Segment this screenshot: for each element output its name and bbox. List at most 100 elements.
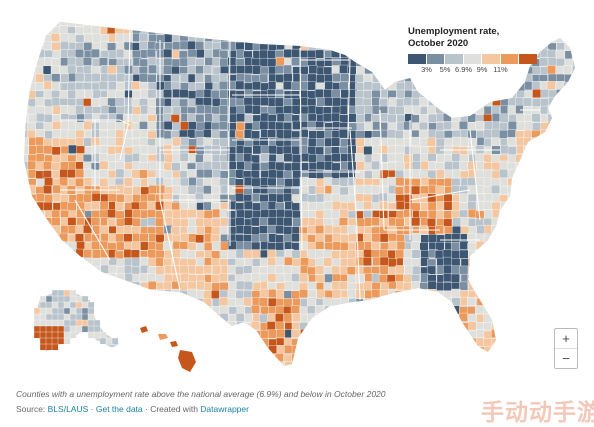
county-cell[interactable] <box>548 290 558 299</box>
county-cell[interactable] <box>292 361 302 371</box>
county-cell[interactable] <box>442 113 452 123</box>
county-cell[interactable] <box>428 89 438 98</box>
county-cell[interactable] <box>203 217 213 227</box>
county-cell[interactable] <box>403 121 413 131</box>
county-cell[interactable] <box>555 89 565 99</box>
county-cell[interactable] <box>411 360 421 370</box>
county-cell[interactable] <box>114 353 124 363</box>
county-cell[interactable] <box>219 33 229 42</box>
county-cell[interactable] <box>387 74 396 84</box>
county-cell[interactable] <box>204 113 214 123</box>
county-cell[interactable] <box>211 218 221 228</box>
county-cell[interactable] <box>340 234 350 244</box>
county-cell[interactable] <box>19 24 28 34</box>
county-cell[interactable] <box>28 18 38 27</box>
county-cell[interactable] <box>187 65 197 75</box>
county-cell[interactable] <box>275 313 284 323</box>
county-cell[interactable] <box>499 337 508 347</box>
county-cell[interactable] <box>20 265 30 275</box>
county-cell[interactable] <box>316 337 326 347</box>
county-cell[interactable] <box>331 330 341 340</box>
county-cell[interactable] <box>91 193 101 202</box>
county-cell[interactable] <box>547 209 557 218</box>
county-cell[interactable] <box>571 168 581 178</box>
county-cell[interactable] <box>554 266 564 275</box>
county-cell[interactable] <box>427 113 437 123</box>
county-cell[interactable] <box>500 145 510 155</box>
county-cell[interactable] <box>420 160 430 170</box>
county-cell[interactable] <box>572 97 582 107</box>
county-cell[interactable] <box>515 258 525 268</box>
county-cell[interactable] <box>59 250 69 260</box>
county-cell[interactable] <box>219 18 229 27</box>
county-cell[interactable] <box>282 122 292 131</box>
county-cell[interactable] <box>468 313 478 323</box>
county-cell[interactable] <box>20 81 29 91</box>
county-cell[interactable] <box>20 313 29 323</box>
county-cell[interactable] <box>242 273 252 283</box>
county-cell[interactable] <box>379 329 389 339</box>
county-cell[interactable] <box>388 321 398 330</box>
county-cell[interactable] <box>242 361 252 371</box>
county-cell[interactable] <box>75 319 83 327</box>
county-cell[interactable] <box>115 322 125 332</box>
county-cell[interactable] <box>339 305 349 315</box>
county-cell[interactable] <box>571 114 581 124</box>
county-cell[interactable] <box>124 362 134 372</box>
county-cell[interactable] <box>147 298 156 308</box>
county-cell[interactable] <box>259 57 269 67</box>
county-cell[interactable] <box>363 336 373 346</box>
county-cell[interactable] <box>339 329 349 338</box>
county-cell[interactable] <box>563 178 573 188</box>
county-cell[interactable] <box>491 338 501 348</box>
county-cell[interactable] <box>300 354 310 364</box>
county-cell[interactable] <box>331 162 341 172</box>
county-cell[interactable] <box>51 241 60 251</box>
county-cell[interactable] <box>211 185 220 195</box>
county-cell[interactable] <box>475 249 485 259</box>
county-cell[interactable] <box>419 346 429 356</box>
county-cell[interactable] <box>59 353 69 363</box>
county-cell[interactable] <box>483 338 492 347</box>
county-cell[interactable] <box>530 137 540 147</box>
county-cell[interactable] <box>564 226 574 236</box>
county-cell[interactable] <box>387 58 397 68</box>
county-cell[interactable] <box>491 225 501 235</box>
county-cell[interactable] <box>476 225 486 235</box>
county-cell[interactable] <box>484 346 494 356</box>
county-cell[interactable] <box>35 233 45 243</box>
county-cell[interactable] <box>339 345 349 355</box>
county-cell[interactable] <box>387 129 397 139</box>
county-cell[interactable] <box>275 216 285 226</box>
county-cell[interactable] <box>180 233 190 243</box>
county-cell[interactable] <box>434 162 444 171</box>
county-cell[interactable] <box>387 233 397 242</box>
county-cell[interactable] <box>388 362 398 372</box>
county-cell[interactable] <box>164 361 174 371</box>
county-cell[interactable] <box>131 306 141 316</box>
county-cell[interactable] <box>87 307 95 315</box>
county-cell[interactable] <box>555 153 565 163</box>
county-cell[interactable] <box>395 200 405 210</box>
county-cell[interactable] <box>492 304 502 314</box>
county-cell[interactable] <box>203 137 213 147</box>
county-cell[interactable] <box>347 337 357 347</box>
county-cell[interactable] <box>524 114 533 123</box>
county-cell[interactable] <box>500 353 509 363</box>
county-cell[interactable] <box>572 282 581 292</box>
county-cell[interactable] <box>275 361 285 371</box>
county-cell[interactable] <box>27 160 37 170</box>
county-cell[interactable] <box>315 146 324 156</box>
county-cell[interactable] <box>372 345 382 355</box>
county-cell[interactable] <box>59 169 69 178</box>
county-cell[interactable] <box>211 289 220 299</box>
county-cell[interactable] <box>475 82 485 92</box>
county-cell[interactable] <box>147 130 157 140</box>
county-cell[interactable] <box>324 224 334 234</box>
county-cell[interactable] <box>44 225 54 235</box>
county-cell[interactable] <box>195 26 205 36</box>
county-cell[interactable] <box>452 90 462 99</box>
county-cell[interactable] <box>115 289 124 299</box>
county-cell[interactable] <box>364 329 374 339</box>
county-cell[interactable] <box>347 257 357 267</box>
